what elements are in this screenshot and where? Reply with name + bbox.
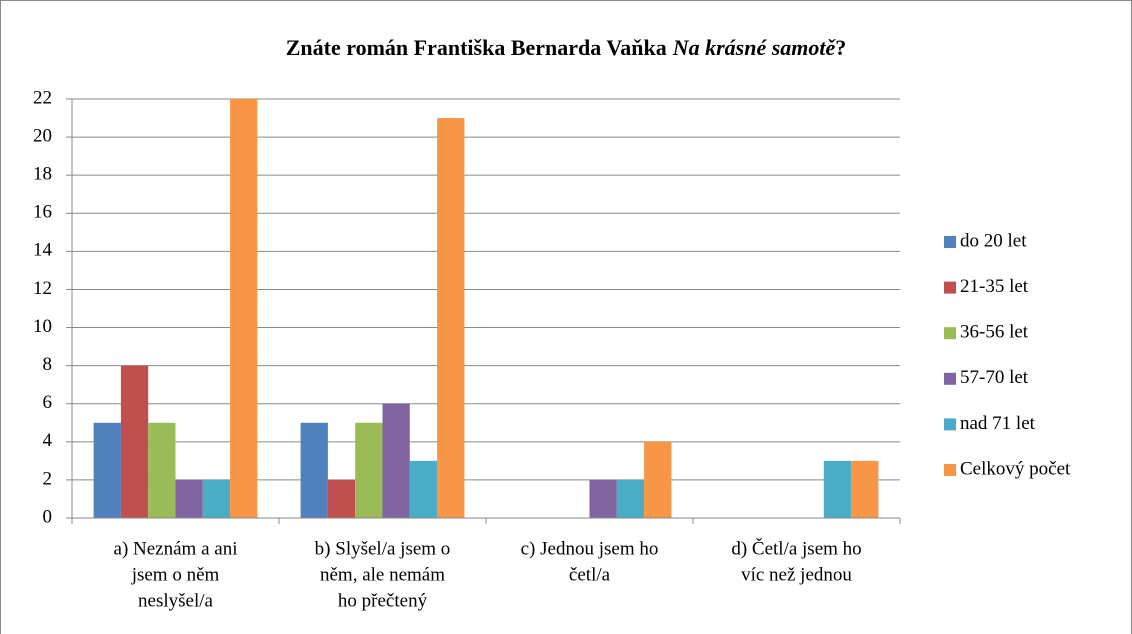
legend-label: 36-56 let (960, 322, 1029, 343)
legend-swatch (944, 236, 956, 248)
y-tick-label: 16 (33, 202, 52, 223)
y-tick-label: 4 (43, 430, 53, 451)
bar (409, 460, 438, 518)
bar (355, 422, 383, 518)
legend-label: do 20 let (960, 230, 1027, 251)
legend-swatch (944, 281, 956, 294)
bar (120, 365, 149, 518)
bar (148, 422, 176, 518)
legend-swatch (944, 372, 956, 385)
y-tick-label: 18 (33, 164, 52, 185)
y-tick-label: 20 (33, 125, 52, 146)
bar (327, 479, 356, 518)
bar (93, 422, 121, 518)
bar (851, 460, 879, 518)
x-tick-label: jsem o něm (131, 564, 220, 585)
y-tick-label: 2 (43, 468, 53, 489)
y-tick-label: 6 (43, 392, 53, 413)
legend-label: 21-35 let (960, 276, 1029, 297)
y-tick-label: 0 (43, 506, 53, 527)
x-tick-label: a) Neznám a ani (114, 538, 238, 559)
bar (616, 479, 645, 518)
bar (382, 403, 410, 518)
bar (437, 118, 465, 518)
bar (202, 479, 231, 518)
bar (230, 99, 258, 518)
x-tick-label: ho přečtený (338, 590, 428, 611)
y-tick-label: 12 (33, 278, 52, 299)
x-tick-label: d) Četl/a jsem ho (731, 537, 861, 559)
legend-label: 57-70 let (960, 367, 1029, 388)
bar (300, 422, 328, 518)
x-tick-label: neslyšel/a (138, 590, 213, 611)
title-part: ? (835, 35, 846, 60)
y-tick-label: 22 (33, 87, 52, 108)
x-tick-label: víc než jednou (741, 564, 852, 585)
x-tick-label: něm, ale nemám (320, 564, 445, 585)
bar (175, 479, 203, 518)
legend-swatch (944, 418, 956, 431)
y-tick-label: 14 (33, 240, 53, 261)
legend-label: Celkový počet (960, 458, 1071, 479)
x-tick-label: četl/a (569, 564, 611, 585)
bar (644, 441, 672, 518)
title-part: Na krásné samotě (672, 35, 837, 60)
x-tick-label: c) Jednou jsem ho (521, 538, 659, 559)
chart-title: Znáte román Františka Bernarda Vaňka Na k… (286, 35, 847, 60)
bar (589, 479, 617, 518)
legend-swatch (944, 464, 956, 476)
legend-swatch (944, 327, 956, 340)
x-tick-label: b) Slyšel/a jsem o (315, 538, 451, 559)
bar (823, 460, 852, 518)
y-tick-label: 10 (33, 316, 52, 337)
legend-label: nad 71 let (960, 413, 1036, 434)
title-part: Znáte román Františka Bernarda Vaňka (286, 35, 667, 60)
y-tick-label: 8 (43, 354, 53, 375)
